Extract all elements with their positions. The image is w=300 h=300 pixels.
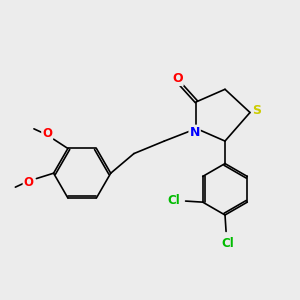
Text: O: O bbox=[24, 176, 34, 189]
Text: N: N bbox=[190, 126, 200, 139]
Text: Cl: Cl bbox=[221, 237, 234, 250]
Text: Cl: Cl bbox=[168, 194, 181, 207]
Text: O: O bbox=[42, 127, 52, 140]
Text: O: O bbox=[172, 72, 183, 85]
Text: S: S bbox=[252, 104, 261, 117]
